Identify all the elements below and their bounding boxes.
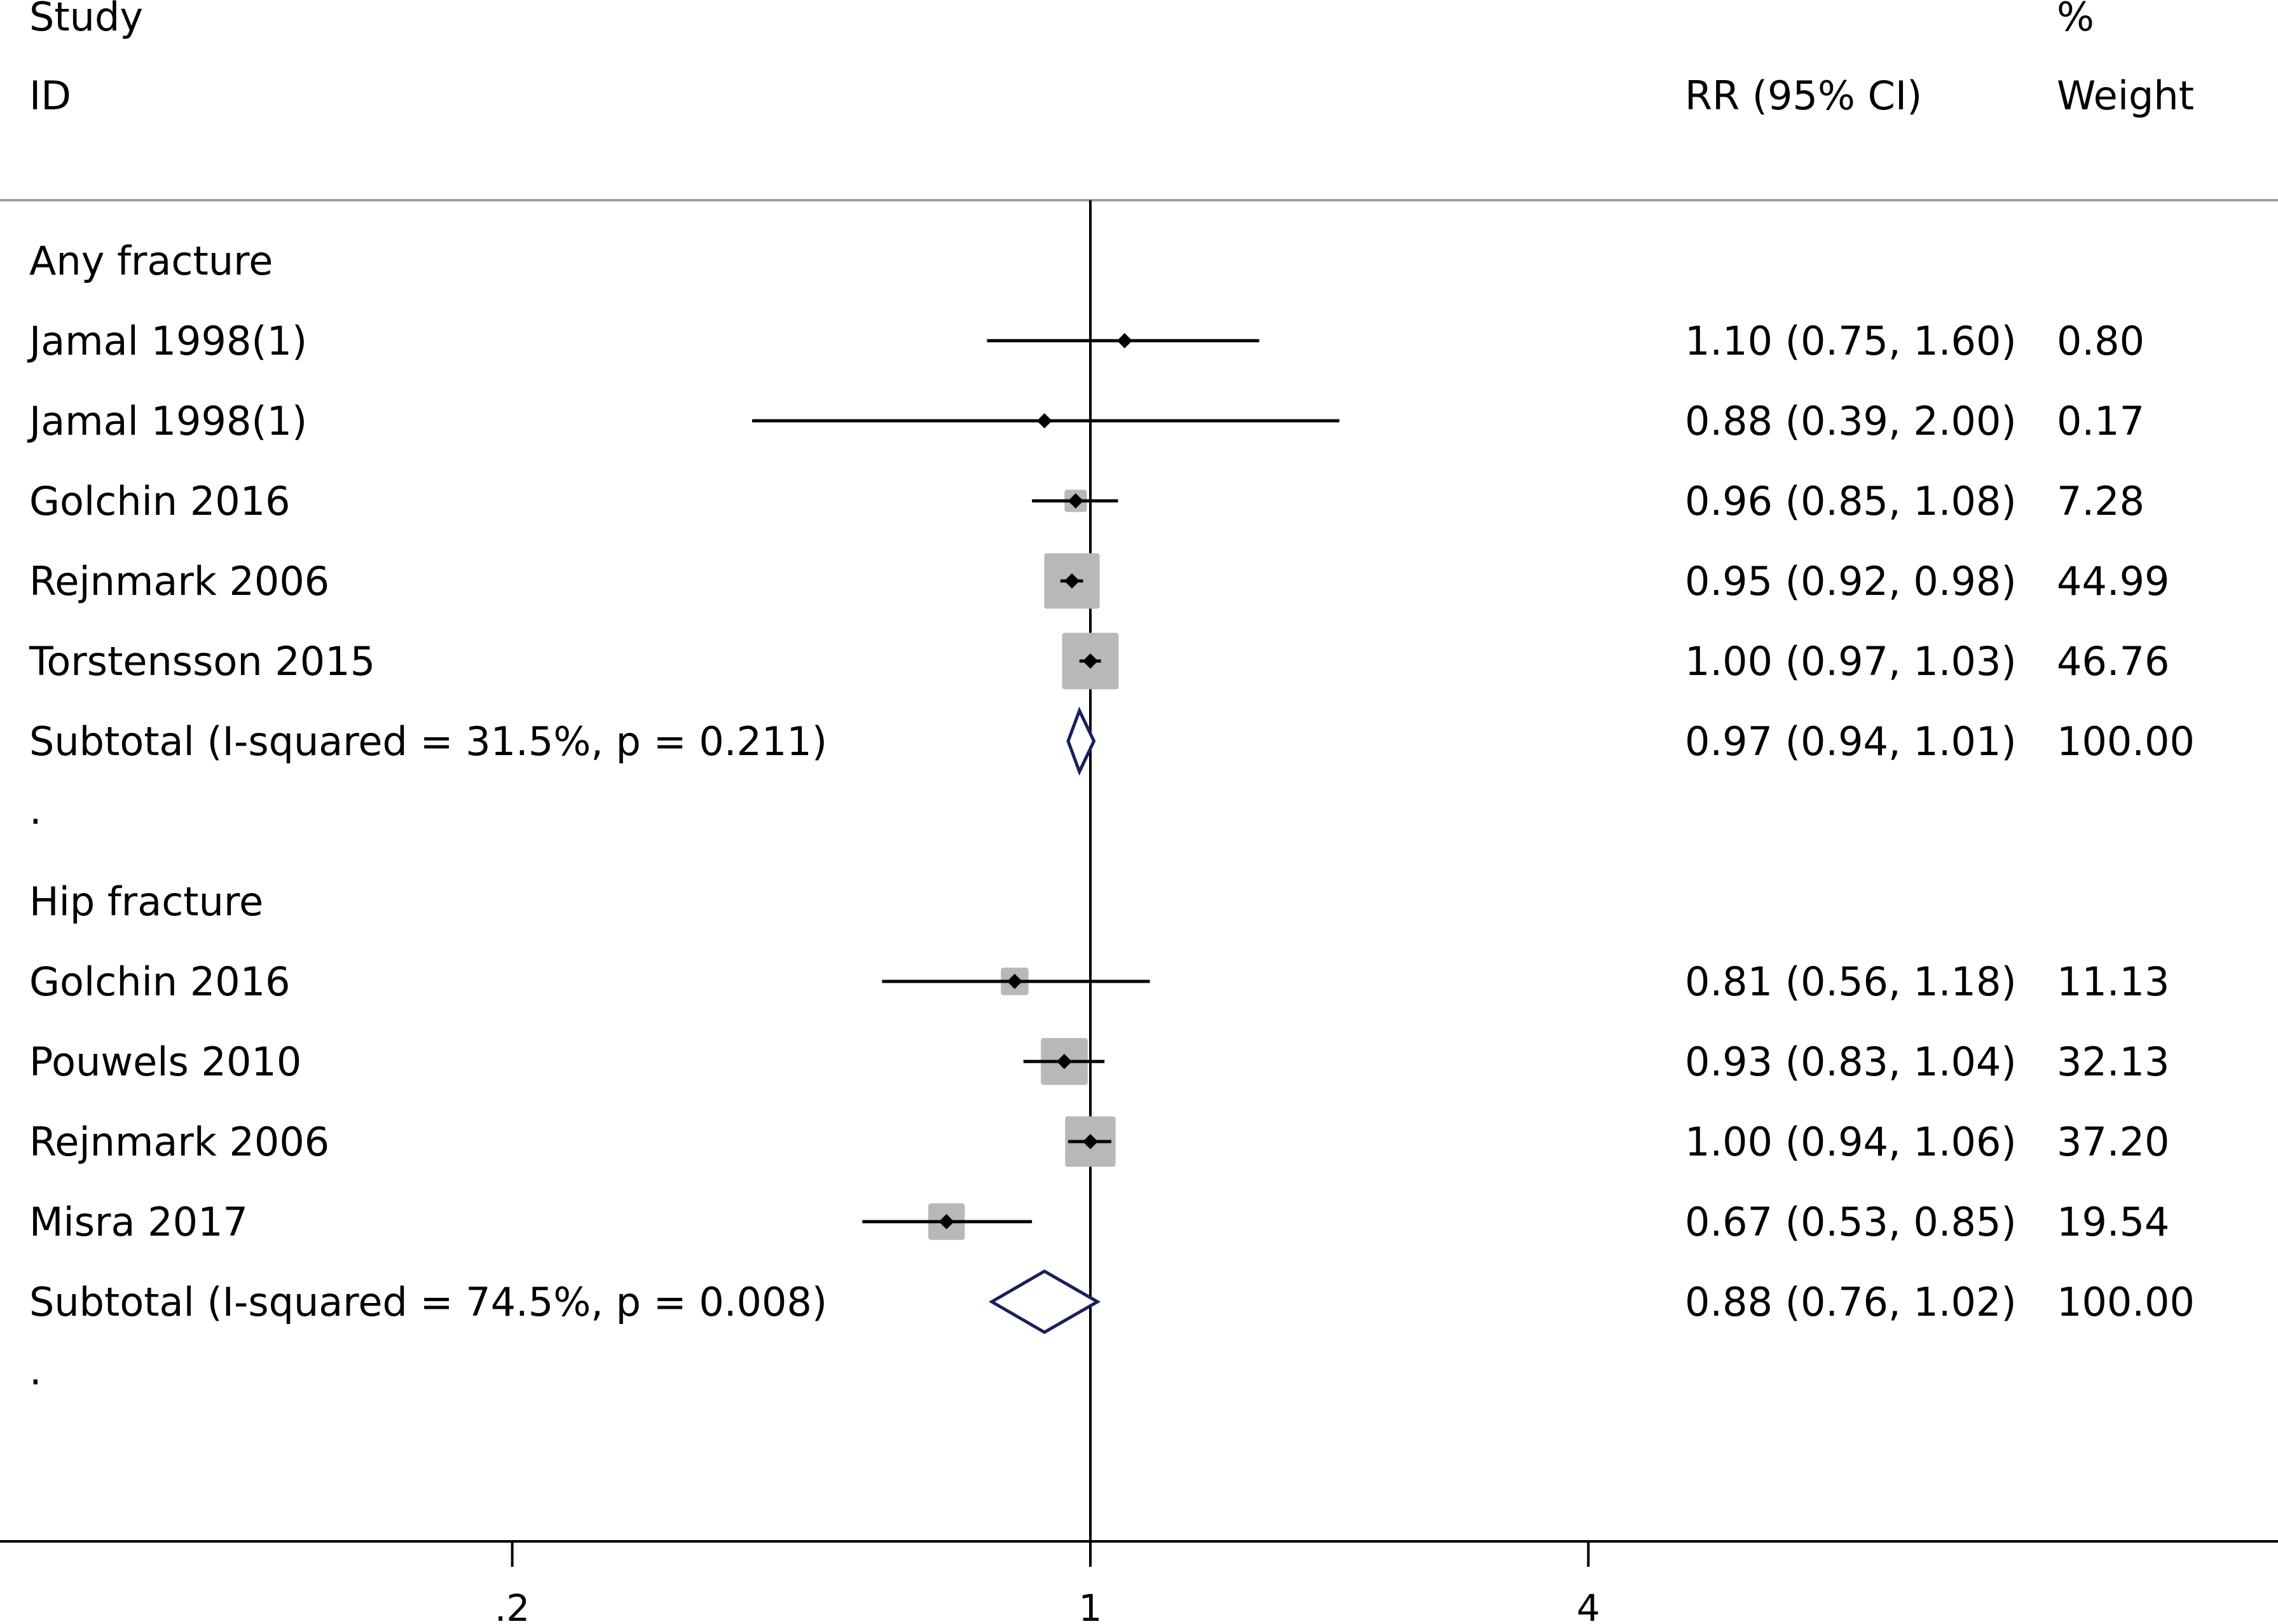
effect-ci-text: 1.00 (0.94, 1.06) — [1685, 1119, 2017, 1165]
subtotal-label: Subtotal (I-squared = 31.5%, p = 0.211) — [29, 718, 827, 765]
weight-text: 32.13 — [2057, 1039, 2170, 1085]
x-tick-label: 4 — [1577, 1586, 1600, 1624]
study-label: Pouwels 2010 — [29, 1039, 301, 1085]
effect-ci-text: 0.97 (0.94, 1.01) — [1685, 718, 2017, 765]
point-estimate — [1036, 413, 1052, 428]
study-row: Torstensson 2015 1.00 (0.97, 1.03) 46.76 — [29, 632, 2170, 690]
weight-text: 11.13 — [2057, 959, 2170, 1005]
study-label: Torstensson 2015 — [29, 638, 375, 685]
weight-text: 44.99 — [2057, 558, 2170, 604]
weight-text: 19.54 — [2057, 1199, 2170, 1245]
pooled-diamond — [988, 1269, 1101, 1334]
weight-text: 100.00 — [2057, 718, 2195, 765]
header-study: Study — [29, 0, 143, 40]
effect-ci-text: 0.95 (0.92, 0.98) — [1685, 558, 2017, 604]
point-estimate — [1067, 493, 1083, 508]
effect-ci-text: 0.88 (0.39, 2.00) — [1685, 398, 2017, 444]
point-estimate — [1056, 1054, 1072, 1069]
effect-ci-text: 0.67 (0.53, 0.85) — [1685, 1199, 2017, 1245]
effect-ci-text: 0.93 (0.83, 1.04) — [1685, 1039, 2017, 1085]
point-estimate — [938, 1214, 954, 1229]
forest-rows: Any fracture Jamal 1998(1) 1.10 (0.75, 1.6… — [27, 238, 2195, 1394]
pooled-diamond — [1066, 706, 1096, 776]
point-estimate — [1083, 1134, 1098, 1149]
effect-ci-text: 0.81 (0.56, 1.18) — [1685, 959, 2017, 1005]
weight-text: 46.76 — [2057, 638, 2170, 685]
study-row: Rejnmark 2006 0.95 (0.92, 0.98) 44.99 — [29, 553, 2170, 609]
point-estimate — [1006, 974, 1022, 989]
study-row: Golchin 2016 0.96 (0.85, 1.08) 7.28 — [29, 478, 2144, 524]
group-header-row: Any fracture — [29, 238, 273, 284]
effect-ci-text: 0.96 (0.85, 1.08) — [1685, 478, 2017, 524]
header-weight-percent: % — [2057, 0, 2094, 40]
subtotal-label: Subtotal (I-squared = 74.5%, p = 0.008) — [29, 1279, 827, 1325]
subtotal-row: Subtotal (I-squared = 74.5%, p = 0.008) 0… — [29, 1269, 2195, 1334]
study-row: Rejnmark 2006 1.00 (0.94, 1.06) 37.20 — [29, 1116, 2170, 1167]
group-label: Any fracture — [29, 238, 273, 284]
spacer-dot: . — [29, 1348, 42, 1394]
header: Study ID RR (95% CI) % Weight — [29, 0, 2194, 119]
header-weight-label: Weight — [2057, 72, 2194, 119]
study-row: Jamal 1998(1) 1.10 (0.75, 1.60) 0.80 — [27, 318, 2144, 364]
x-tick-label: 1 — [1079, 1586, 1102, 1624]
header-id: ID — [29, 72, 71, 119]
subtotal-row: Subtotal (I-squared = 31.5%, p = 0.211) 0… — [29, 706, 2195, 776]
study-label: Rejnmark 2006 — [29, 558, 329, 604]
effect-ci-text: 1.10 (0.75, 1.60) — [1685, 318, 2017, 364]
study-row: Misra 2017 0.67 (0.53, 0.85) 19.54 — [29, 1199, 2170, 1245]
point-estimate — [1083, 653, 1098, 669]
spacer-dot: . — [29, 787, 42, 833]
group-header-row: Hip fracture — [29, 878, 263, 925]
weight-text: 37.20 — [2057, 1119, 2170, 1165]
weight-text: 0.80 — [2057, 318, 2144, 364]
weight-text: 0.17 — [2057, 398, 2144, 444]
study-label: Golchin 2016 — [29, 959, 291, 1005]
study-label: Rejnmark 2006 — [29, 1119, 329, 1165]
x-tick-label: .2 — [495, 1586, 530, 1624]
point-estimate — [1064, 573, 1080, 589]
point-estimate — [1116, 333, 1132, 348]
study-label: Jamal 1998(1) — [27, 318, 307, 364]
header-effect-label: RR (95% CI) — [1685, 72, 1922, 119]
study-row: Pouwels 2010 0.93 (0.83, 1.04) 32.13 — [29, 1038, 2170, 1085]
study-label: Misra 2017 — [29, 1199, 248, 1245]
study-label: Jamal 1998(1) — [27, 398, 307, 444]
study-row: Jamal 1998(1) 0.88 (0.39, 2.00) 0.17 — [27, 398, 2144, 444]
study-row: Golchin 2016 0.81 (0.56, 1.18) 11.13 — [29, 959, 2170, 1005]
effect-ci-text: 1.00 (0.97, 1.03) — [1685, 638, 2017, 685]
weight-text: 7.28 — [2057, 478, 2144, 524]
spacer-row: . — [29, 787, 42, 833]
effect-ci-text: 0.88 (0.76, 1.02) — [1685, 1279, 2017, 1325]
group-label: Hip fracture — [29, 878, 263, 925]
weight-text: 100.00 — [2057, 1279, 2195, 1325]
x-axis-ticks: .2 1 4 — [495, 1541, 1600, 1624]
spacer-row: . — [29, 1348, 42, 1394]
study-label: Golchin 2016 — [29, 478, 291, 524]
